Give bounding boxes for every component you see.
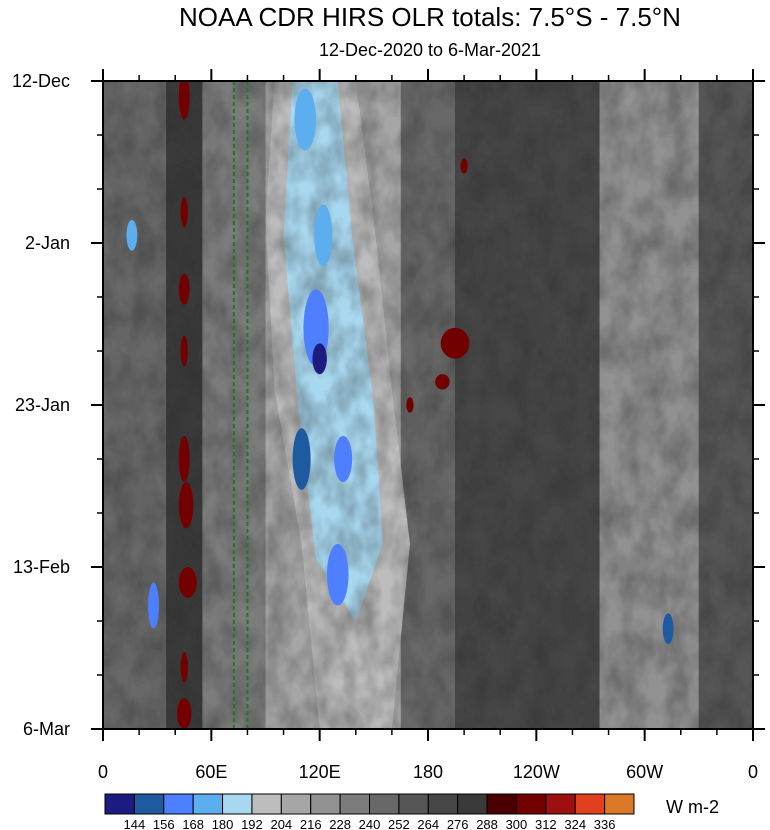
high-olr-blob <box>178 435 190 483</box>
colorbar-label: 216 <box>300 817 322 830</box>
colorbar-label: 288 <box>476 817 498 830</box>
chart-title: NOAA CDR HIRS OLR totals: 7.5°S - 7.5°N <box>179 2 681 32</box>
colorbar-swatch <box>427 793 459 815</box>
colorbar-label: 180 <box>212 817 234 830</box>
x-tick-label: 0 <box>98 762 108 782</box>
high-olr-blob <box>178 81 190 120</box>
colorbar-label: 228 <box>329 817 351 830</box>
colorbar-swatch <box>398 793 429 815</box>
high-olr-blob <box>435 374 450 390</box>
colorbar-swatch <box>310 793 341 815</box>
colorbar-swatch <box>222 793 253 815</box>
colorbar-label: 252 <box>388 817 410 830</box>
colorbar-label: 168 <box>182 817 204 830</box>
chart-subtitle: 12-Dec-2020 to 6-Mar-2021 <box>318 40 542 60</box>
colorbar-label: 324 <box>564 817 586 830</box>
high-olr-blob <box>460 158 468 174</box>
convective-blob <box>326 543 349 606</box>
convective-blob <box>292 428 311 490</box>
x-tick-label: 120W <box>513 762 560 782</box>
y-tick-label: 12-Dec <box>12 71 70 91</box>
colorbar-swatch <box>280 793 312 815</box>
colorbar-label: 300 <box>506 817 528 830</box>
colorbar-label: 204 <box>270 817 292 830</box>
high-olr-blob <box>177 698 192 729</box>
high-olr-blob <box>178 273 190 305</box>
y-tick-label: 2-Jan <box>25 233 70 253</box>
convective-blob <box>294 88 317 151</box>
colorbar-label: 276 <box>447 817 469 830</box>
colorbar-label: 312 <box>535 817 557 830</box>
field-texture <box>103 81 753 729</box>
x-tick-label: 0 <box>748 762 758 782</box>
convective-blob <box>312 343 327 375</box>
colorbar-swatch <box>545 793 576 815</box>
high-olr-blob <box>180 651 188 683</box>
high-olr-blob <box>440 327 470 359</box>
high-olr-blob <box>178 567 197 598</box>
high-olr-blob <box>180 196 188 228</box>
colorbar-swatch <box>515 793 547 815</box>
convective-blob <box>314 204 333 267</box>
colorbar-swatch <box>104 793 135 815</box>
colorbar-label: 240 <box>359 817 381 830</box>
high-olr-blob <box>178 482 194 529</box>
y-tick-label: 6-Mar <box>23 719 70 739</box>
convective-blob <box>662 613 674 645</box>
colorbar-swatch <box>192 793 224 815</box>
colorbar-label: 336 <box>594 817 616 830</box>
high-olr-blob <box>406 397 414 413</box>
x-tick-label: 120E <box>299 762 341 782</box>
convective-blob <box>148 582 159 629</box>
colorbar-label: 192 <box>241 817 263 830</box>
colorbar-swatch <box>133 793 165 815</box>
convective-blob <box>126 219 138 251</box>
convective-blob <box>334 435 353 483</box>
y-tick-label: 23-Jan <box>15 395 70 415</box>
colorbar-swatch <box>457 793 488 815</box>
x-tick-label: 60W <box>626 762 663 782</box>
x-tick-label: 60E <box>195 762 227 782</box>
colorbar-swatch <box>163 793 194 815</box>
colorbar-swatch <box>574 793 606 815</box>
y-tick-label: 13-Feb <box>13 557 70 577</box>
colorbar-swatch <box>369 793 400 815</box>
colorbar-label: 144 <box>124 817 146 830</box>
colorbar-units: W m-2 <box>666 797 719 817</box>
colorbar-label: 156 <box>153 817 175 830</box>
colorbar-swatch <box>604 793 635 815</box>
high-olr-blob <box>180 335 188 367</box>
colorbar-swatch <box>251 793 282 815</box>
colorbar-label: 264 <box>417 817 439 830</box>
colorbar-swatch <box>339 793 371 815</box>
x-tick-label: 180 <box>413 762 443 782</box>
colorbar-swatch <box>486 793 517 815</box>
